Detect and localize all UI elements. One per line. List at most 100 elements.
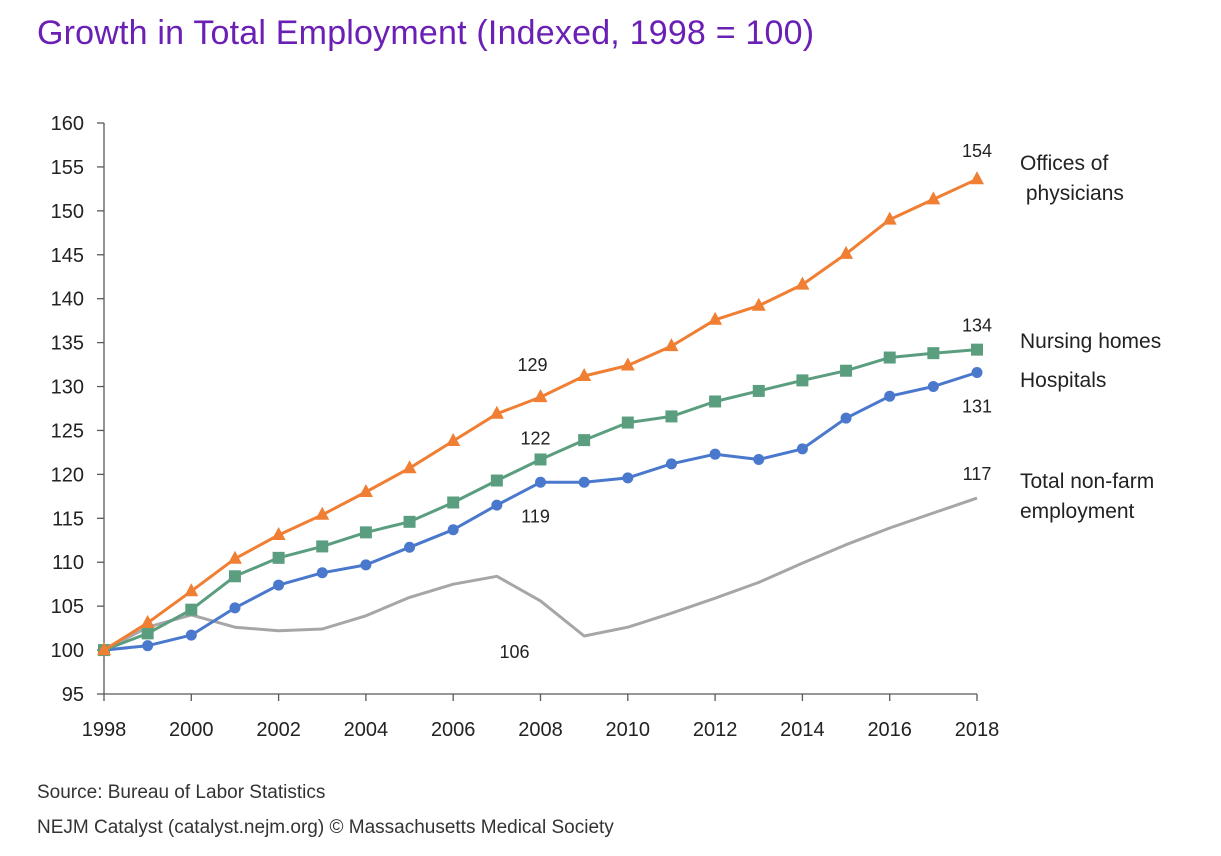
x-tick-label: 2000	[169, 719, 214, 741]
data-point	[141, 627, 154, 640]
series-label: Offices of	[1020, 152, 1108, 175]
data-point	[665, 458, 677, 470]
data-point	[840, 364, 853, 377]
data-point	[227, 550, 242, 564]
credit-note: NEJM Catalyst (catalyst.nejm.org) © Mass…	[37, 817, 614, 838]
data-point	[447, 496, 460, 509]
data-point	[709, 395, 722, 408]
data-point	[753, 453, 765, 465]
data-point	[926, 191, 941, 205]
data-point	[491, 499, 503, 511]
data-point	[185, 603, 198, 616]
x-tick-label: 2012	[693, 719, 738, 741]
series-line	[103, 496, 978, 652]
data-point	[796, 443, 808, 455]
data-point	[620, 357, 635, 371]
source-note: Source: Bureau of Labor Statistics	[37, 782, 326, 803]
y-tick-label: 135	[51, 333, 84, 355]
y-tick-label: 100	[51, 640, 84, 662]
data-point	[971, 366, 983, 378]
data-label: 117	[963, 464, 992, 484]
y-tick-label: 145	[51, 245, 84, 267]
y-tick-label: 140	[51, 289, 84, 311]
data-point	[360, 559, 372, 571]
data-point	[446, 433, 461, 447]
y-tick-label: 120	[51, 464, 84, 486]
y-tick-label: 125	[51, 420, 84, 442]
data-point	[970, 171, 984, 185]
data-point	[316, 540, 329, 553]
y-tick-label: 130	[51, 377, 84, 399]
data-point	[489, 405, 504, 419]
data-point	[927, 347, 940, 360]
data-point	[316, 567, 328, 579]
data-point	[358, 483, 373, 497]
data-label: 119	[521, 506, 550, 526]
x-tick-label: 1998	[82, 719, 127, 741]
data-point	[577, 367, 592, 381]
data-label: 106	[499, 642, 529, 662]
x-tick-label: 2014	[780, 719, 825, 741]
y-tick-label: 105	[51, 596, 84, 618]
y-tick-label: 160	[51, 113, 84, 135]
data-point	[359, 526, 372, 539]
series-label: physicians	[1020, 182, 1124, 205]
series-label: employment	[1020, 500, 1135, 523]
series-label: Total non-farm	[1020, 470, 1154, 493]
y-tick-label: 155	[51, 157, 84, 179]
data-point	[884, 390, 896, 402]
data-point	[142, 640, 154, 652]
data-point	[272, 551, 285, 564]
data-point	[402, 460, 417, 474]
data-point	[229, 602, 241, 614]
data-point	[752, 384, 765, 397]
data-point	[621, 416, 634, 429]
data-point	[533, 389, 548, 403]
series-label: Hospitals	[1020, 369, 1106, 392]
data-point	[271, 526, 286, 540]
data-point	[665, 410, 678, 423]
data-label: 131	[962, 396, 992, 416]
data-point	[664, 338, 679, 352]
data-point	[709, 448, 721, 460]
data-point	[404, 541, 416, 553]
data-point	[927, 381, 939, 393]
y-tick-label: 115	[52, 508, 84, 530]
y-tick-label: 95	[62, 684, 84, 706]
x-tick-label: 2018	[955, 719, 1000, 741]
series-total-non-farm-employment	[103, 496, 978, 652]
x-tick-label: 2008	[518, 719, 563, 741]
data-point	[883, 351, 896, 364]
x-tick-label: 2016	[867, 719, 912, 741]
data-point	[578, 476, 590, 488]
data-point	[403, 515, 416, 528]
data-point	[795, 276, 810, 290]
data-point	[882, 211, 897, 225]
x-tick-label: 2006	[431, 719, 476, 741]
x-tick-label: 2004	[344, 719, 389, 741]
data-point	[839, 245, 854, 259]
data-point	[273, 579, 285, 591]
y-tick-label: 110	[52, 552, 84, 574]
data-point	[447, 524, 459, 536]
series-nursing-homes	[98, 343, 983, 657]
data-point	[622, 472, 634, 484]
data-point	[140, 614, 155, 628]
data-label: 122	[520, 428, 550, 448]
series-label: Nursing homes	[1020, 330, 1161, 353]
series-hospitals	[98, 366, 983, 656]
chart-title: Growth in Total Employment (Indexed, 199…	[37, 14, 815, 52]
data-point	[796, 374, 809, 387]
data-point	[534, 453, 547, 466]
data-point	[840, 412, 852, 424]
data-label: 129	[517, 355, 547, 375]
data-point	[490, 474, 503, 487]
data-label: 134	[962, 316, 992, 336]
x-tick-label: 2002	[256, 719, 301, 741]
data-point	[535, 476, 546, 488]
data-point	[578, 434, 591, 447]
data-point	[184, 583, 199, 597]
y-tick-label: 150	[51, 201, 84, 223]
data-point	[97, 642, 111, 656]
